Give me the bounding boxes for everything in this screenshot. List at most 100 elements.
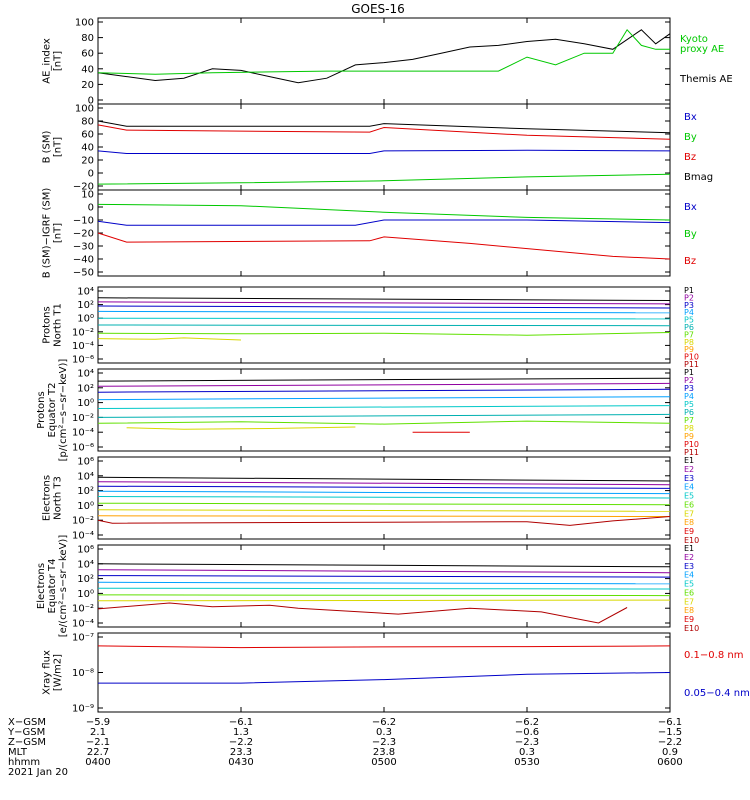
y-axis-label: Electrons — [36, 563, 47, 609]
series-00504nm — [98, 672, 671, 684]
series-e1 — [97, 476, 671, 482]
legend-label-p4: P4 — [684, 392, 694, 401]
ephemeris-value: −6.1 — [658, 717, 682, 728]
legend-label-proxyae: proxy AE — [680, 44, 724, 55]
y-tick-label: 80 — [81, 117, 94, 128]
y-axis-label: Protons — [42, 306, 53, 343]
series-p3 — [97, 305, 671, 309]
y-tick-label: 10⁻² — [72, 604, 94, 615]
legend-label-bmag: Bmag — [684, 172, 713, 183]
panel-3: 10 0 −10 −20 −30 −40 −50 B (SM)−IGRF (SM) [nT] Bx… — [42, 188, 697, 279]
y-tick-label: 10² — [77, 383, 94, 394]
y-axis-label: B (SM)−IGRF (SM) — [42, 188, 53, 279]
legend-label-p9: P9 — [684, 432, 694, 441]
y-tick-label: −10 — [73, 216, 94, 227]
legend-label-p2: P2 — [684, 293, 694, 302]
y-tick-label: 10⁴ — [77, 559, 94, 570]
panel-1-series — [97, 28, 671, 84]
series-p4 — [97, 310, 671, 314]
y-tick-label: 10⁶ — [77, 457, 94, 468]
y-tick-label: 80 — [81, 33, 94, 44]
series-p2 — [97, 301, 671, 305]
y-axis-label: Protons — [36, 391, 47, 428]
series-p1 — [97, 377, 671, 382]
series-p8 — [97, 337, 242, 341]
legend-label-themisae: Themis AE — [679, 74, 733, 85]
legend-label-e10: E10 — [684, 624, 699, 633]
y-tick-label: 20 — [81, 80, 94, 91]
legend-label-00504nm: 0.05−0.4 nm — [684, 688, 750, 699]
ephemeris-value: −6.1 — [229, 717, 253, 728]
panel-8-series — [97, 645, 671, 684]
series-p2 — [97, 382, 671, 387]
ephemeris-value: 22.7 — [87, 747, 109, 758]
ephemeris-value: −6.2 — [515, 717, 539, 728]
y-tick-label: 10⁻² — [72, 516, 94, 527]
legend-label-p6: P6 — [684, 408, 694, 417]
series-by — [97, 173, 671, 185]
series-e6 — [97, 594, 671, 597]
legend-label-p2: P2 — [684, 376, 694, 385]
panel-2: 100 80 60 40 20 0 −20 B (SM) [nT] Bx By Bz Bmag — [42, 103, 713, 193]
y-tick-label: 10⁰ — [77, 589, 94, 600]
y-axis-label: Equator T4 — [47, 559, 58, 614]
panel-5: 10⁴ 10² 10⁰ 10⁻² 10⁻⁴ 10⁻⁶ Protons Equator T2 [p… — [36, 359, 699, 462]
legend-label-by: By — [684, 132, 697, 143]
legend-label-0108nm: 0.1−0.8 nm — [684, 650, 743, 661]
legend-label-p3: P3 — [684, 301, 694, 310]
ephemeris-value: −1.5 — [658, 727, 682, 738]
y-tick-label: −50 — [73, 268, 94, 279]
y-tick-label: 10⁻⁶ — [72, 443, 94, 454]
legend-label-e8: E8 — [684, 606, 694, 615]
ephemeris-value: −2.3 — [372, 737, 396, 748]
ephemeris-row-label: MLT — [8, 747, 28, 758]
legend-label-p9: P9 — [684, 345, 694, 354]
series-e5 — [97, 496, 671, 499]
series-p6 — [97, 324, 671, 327]
legend-label-p4: P4 — [684, 308, 694, 317]
y-tick-label: 10⁻⁷ — [72, 633, 94, 644]
legend-label-e3: E3 — [684, 474, 694, 483]
series-e3 — [97, 575, 671, 578]
y-axis-label: B (SM) — [42, 130, 53, 163]
series-e2 — [97, 481, 671, 486]
series-e7 — [97, 599, 671, 602]
y-tick-label: 10⁻⁹ — [72, 704, 94, 715]
ephemeris-value: −6.2 — [372, 717, 396, 728]
y-tick-label: 10⁻⁶ — [72, 355, 94, 366]
legend-label-p10: P10 — [684, 353, 699, 362]
ephemeris-row-label: Z−GSM — [8, 737, 46, 748]
legend-label-e5: E5 — [684, 580, 694, 589]
series-e4 — [97, 581, 671, 585]
ephemeris-value: 0500 — [371, 757, 396, 768]
legend-label-e4: E4 — [684, 571, 694, 580]
legend-label-bx: Bx — [684, 112, 697, 123]
series-e5 — [97, 587, 671, 590]
series-e8 — [97, 515, 671, 517]
ephemeris-value: 23.8 — [373, 747, 395, 758]
y-axis-label: [W/m2] — [53, 654, 64, 691]
y-tick-label: −30 — [73, 242, 94, 253]
legend-label-e8: E8 — [684, 518, 694, 527]
y-axis-label: [p/(cm²−s−sr−keV)] — [58, 359, 69, 462]
panel-7-series — [97, 563, 671, 624]
ephemeris-row-label: X−GSM — [8, 717, 46, 728]
legend-label-bz: Bz — [684, 152, 696, 163]
legend-label-e1: E1 — [684, 544, 694, 553]
panel-frame — [97, 17, 671, 105]
ephemeris-value: 0530 — [514, 757, 539, 768]
ephemeris-value: 23.3 — [230, 747, 252, 758]
legend-label-e6: E6 — [684, 500, 694, 509]
series-bx — [97, 219, 671, 226]
series-p5 — [97, 405, 671, 409]
ephemeris-value: 0400 — [85, 757, 110, 768]
series-bmag — [97, 120, 671, 134]
panel-frame — [97, 103, 671, 191]
panel-2-series — [97, 120, 671, 185]
legend-label-p5: P5 — [684, 400, 694, 409]
legend-label-p5: P5 — [684, 316, 694, 325]
series-bz — [97, 124, 671, 140]
ephemeris-row-label: hhmm — [8, 757, 40, 768]
